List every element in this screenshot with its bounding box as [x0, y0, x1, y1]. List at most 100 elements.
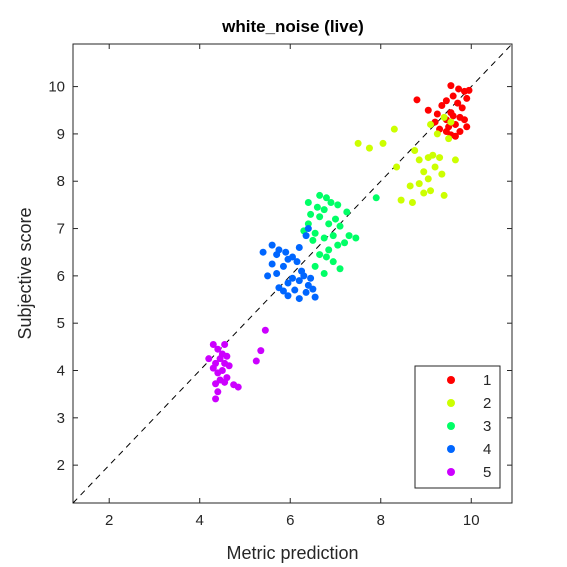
data-point [343, 208, 351, 216]
data-point [259, 248, 267, 256]
legend-marker-5 [447, 468, 455, 476]
identity-reference-line [72, 43, 513, 504]
data-point [322, 253, 330, 261]
x-tick-label: 2 [105, 512, 113, 529]
x-tick-label: 4 [196, 512, 204, 529]
data-point [320, 270, 328, 277]
data-point [331, 215, 339, 223]
data-point [431, 163, 439, 171]
data-point [424, 175, 432, 183]
data-point [225, 362, 233, 370]
data-points [205, 82, 473, 403]
data-point [456, 128, 464, 136]
x-axis-label: Metric prediction [226, 543, 358, 563]
data-point [411, 146, 419, 154]
data-point [424, 106, 432, 114]
data-point [221, 378, 229, 386]
data-point [268, 241, 276, 249]
series-4-points [259, 225, 319, 303]
data-point [440, 191, 448, 199]
data-point [433, 130, 441, 138]
data-point [214, 345, 222, 353]
data-point [252, 357, 260, 365]
legend-box [414, 365, 501, 489]
data-point [284, 292, 292, 300]
data-point [295, 277, 303, 285]
axis-ticks: 2 4 6 8 10 2 3 4 5 6 7 8 9 10 [48, 44, 512, 529]
series-5-points [205, 326, 269, 403]
data-point [336, 265, 344, 273]
legend-marker-1 [447, 376, 455, 384]
data-point [372, 194, 380, 202]
data-point [449, 92, 457, 100]
data-point [345, 232, 353, 240]
chart-title: white_noise (live) [221, 17, 364, 36]
data-point [379, 139, 387, 147]
series-3-points [300, 191, 380, 277]
data-point [307, 274, 315, 282]
y-tick-label: 7 [57, 221, 65, 238]
data-point [209, 364, 217, 372]
data-point [316, 213, 324, 221]
data-point [304, 199, 312, 207]
data-point [454, 99, 462, 107]
data-point [463, 123, 471, 131]
data-point [223, 352, 231, 360]
data-point [440, 113, 448, 121]
data-point [316, 191, 324, 199]
data-point [393, 163, 401, 171]
data-point [295, 295, 303, 303]
data-point [447, 118, 455, 126]
data-point [275, 246, 283, 254]
data-point [320, 234, 328, 242]
x-tick-label: 8 [377, 512, 385, 529]
data-point [313, 203, 321, 211]
data-point [282, 248, 290, 256]
data-point [455, 85, 463, 93]
data-point [221, 340, 229, 348]
y-axis-label: Subjective score [15, 207, 35, 339]
data-point [397, 196, 405, 204]
legend: 1 2 3 4 5 [414, 365, 501, 489]
data-point [322, 194, 330, 202]
data-point [214, 369, 222, 377]
data-point [451, 156, 459, 164]
data-point [279, 262, 287, 270]
data-point [365, 144, 373, 152]
data-point [304, 225, 312, 233]
y-tick-label: 4 [57, 363, 65, 380]
data-point [427, 120, 435, 128]
data-point [205, 355, 213, 363]
legend-label-3: 3 [483, 418, 491, 435]
data-point [214, 388, 222, 396]
data-point [447, 82, 455, 90]
data-point [212, 380, 220, 388]
data-point [408, 199, 416, 207]
data-point [463, 94, 471, 102]
data-point [406, 182, 414, 190]
data-point [261, 326, 269, 334]
legend-label-4: 4 [483, 441, 491, 458]
data-point [442, 128, 450, 136]
data-point [325, 220, 333, 228]
data-point [216, 355, 224, 363]
data-point [293, 258, 301, 266]
data-point [442, 97, 450, 105]
y-tick-label: 5 [57, 315, 65, 332]
data-point [295, 243, 303, 251]
data-point [311, 262, 319, 270]
data-point [458, 104, 466, 112]
x-tick-label: 6 [286, 512, 294, 529]
legend-marker-4 [447, 445, 455, 453]
legend-label-5: 5 [483, 464, 491, 481]
data-point [327, 199, 335, 207]
data-point [329, 232, 337, 240]
data-point [460, 116, 468, 124]
data-point [449, 112, 457, 120]
data-point [465, 86, 473, 94]
data-point [415, 156, 423, 164]
data-point [438, 170, 446, 178]
data-point [390, 125, 398, 133]
data-point [424, 154, 432, 162]
data-point [284, 255, 292, 263]
